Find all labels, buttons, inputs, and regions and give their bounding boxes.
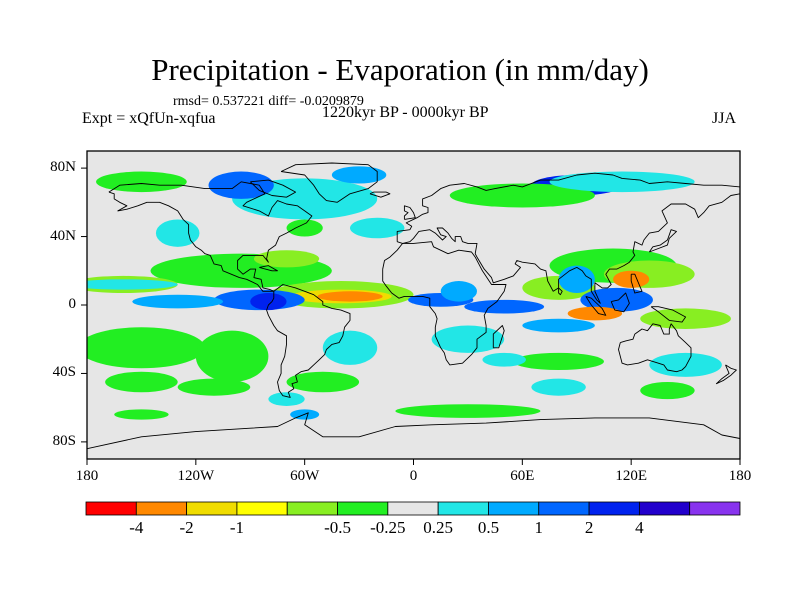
colorbar-box [85,501,137,516]
anomaly-region [177,378,251,396]
anomaly-region [464,299,545,314]
coastline-madagascar [492,325,505,349]
colorbar-box [538,501,590,516]
lon-tick-label: 60E [510,468,535,484]
anomaly-region [549,171,695,193]
coastline-north-america [108,181,313,292]
colorbar-box [286,501,338,516]
coastline-australia [618,323,692,373]
colorbar-label: 4 [635,518,644,537]
colorbar-label: -0.5 [324,518,351,537]
period-label: 1220kyr BP - 0000kyr BP [322,104,489,121]
colorbar-box [236,501,288,516]
anomaly-region [640,308,731,329]
anomaly-region [253,250,320,268]
lat-tick-label: 40N [50,227,76,244]
anomaly-region [350,217,405,239]
anomaly-region [114,409,169,420]
colorbar-label: -4 [129,518,144,537]
colorbar-label: -0.25 [370,518,406,537]
coastline-british-isles [403,205,416,220]
coastline-japan [648,229,677,253]
anomaly-region [567,306,623,321]
lat-tick-label: 40S [52,364,76,381]
anomaly-region [317,291,383,302]
colorbar-label: 1 [534,518,544,537]
lat-tick-label: 80N [50,159,76,176]
coastline-new-zealand [715,364,737,385]
anomaly-region [322,330,378,365]
anomaly-region [195,330,269,383]
anomaly-region [640,382,695,400]
anomaly-region [482,352,526,367]
anomaly-region [132,294,224,309]
anomaly-region [580,287,653,312]
colorbar-box [638,501,691,516]
anomaly-region [286,219,323,237]
coastline-baffin-island [249,179,297,198]
coastline-eurasia [396,172,740,304]
colorbar-label: 0.5 [477,518,500,537]
lon-tick-label: 60W [290,468,320,484]
colorbar-box [488,501,540,516]
coastline-borneo [610,292,630,313]
anomaly-region [395,404,541,418]
latitude-tick-marks [81,167,87,443]
anomaly-region [268,392,305,406]
anomaly-region [558,265,595,294]
anomaly-region [649,352,722,377]
stats-line: rmsd= 0.537221 diff= -0.0209879 [173,94,364,109]
anomaly-region [286,371,360,393]
experiment-label: Expt = xQfUn-xqfua [82,110,216,127]
longitude-tick-marks [86,459,741,465]
anomaly-region [96,171,187,193]
lat-tick-label: 80S [52,432,76,449]
coastline-philippines [630,273,643,294]
colorbar-box [387,501,439,516]
anomaly-region [250,293,287,311]
colorbar-box [588,501,640,516]
colorbar-box [437,501,489,516]
colorbar-box [135,501,188,516]
colorbar [85,501,741,516]
coastline-sumatra [585,295,607,316]
lon-tick-label: 120W [177,468,215,484]
season-label: JJA [712,110,737,127]
colorbar-box [186,501,238,516]
lon-tick-label: 0 [409,468,418,484]
anomaly-region [531,378,586,396]
anomaly-region [87,327,205,369]
anomaly-region [522,318,595,333]
coastline-south-america [266,284,351,398]
lon-tick-label: 120E [615,468,647,484]
page-title: Precipitation - Evaporation (in mm/day) [151,52,649,87]
lon-tick-label: 180 [728,468,752,484]
coastline-new-guinea [650,306,687,323]
colorbar-label: 2 [584,518,594,537]
colorbar-label: 0.25 [423,518,454,537]
anomaly-region [208,171,274,199]
colorbar-box [689,501,741,516]
anomaly-region [440,281,477,302]
anomaly-region [449,183,595,208]
coastline-africa [382,241,507,366]
colorbar-label: -1 [229,518,244,537]
anomaly-region [105,371,178,393]
anomaly-region [513,352,604,371]
coastline-greenland [280,162,378,203]
coastline-iceland [369,191,391,198]
colorbar-label: -2 [179,518,194,537]
coastline-cuba [259,265,278,272]
coastline-sri-lanka [558,287,563,296]
coastline-antarctica [87,412,740,450]
coastlines [87,162,740,450]
lon-tick-label: 180 [75,468,99,484]
anomaly-region [87,279,178,290]
anomaly-region [331,166,387,184]
anomaly-contour-fills [87,166,731,420]
colorbar-box [337,501,389,516]
lat-tick-label: 0 [68,296,77,312]
